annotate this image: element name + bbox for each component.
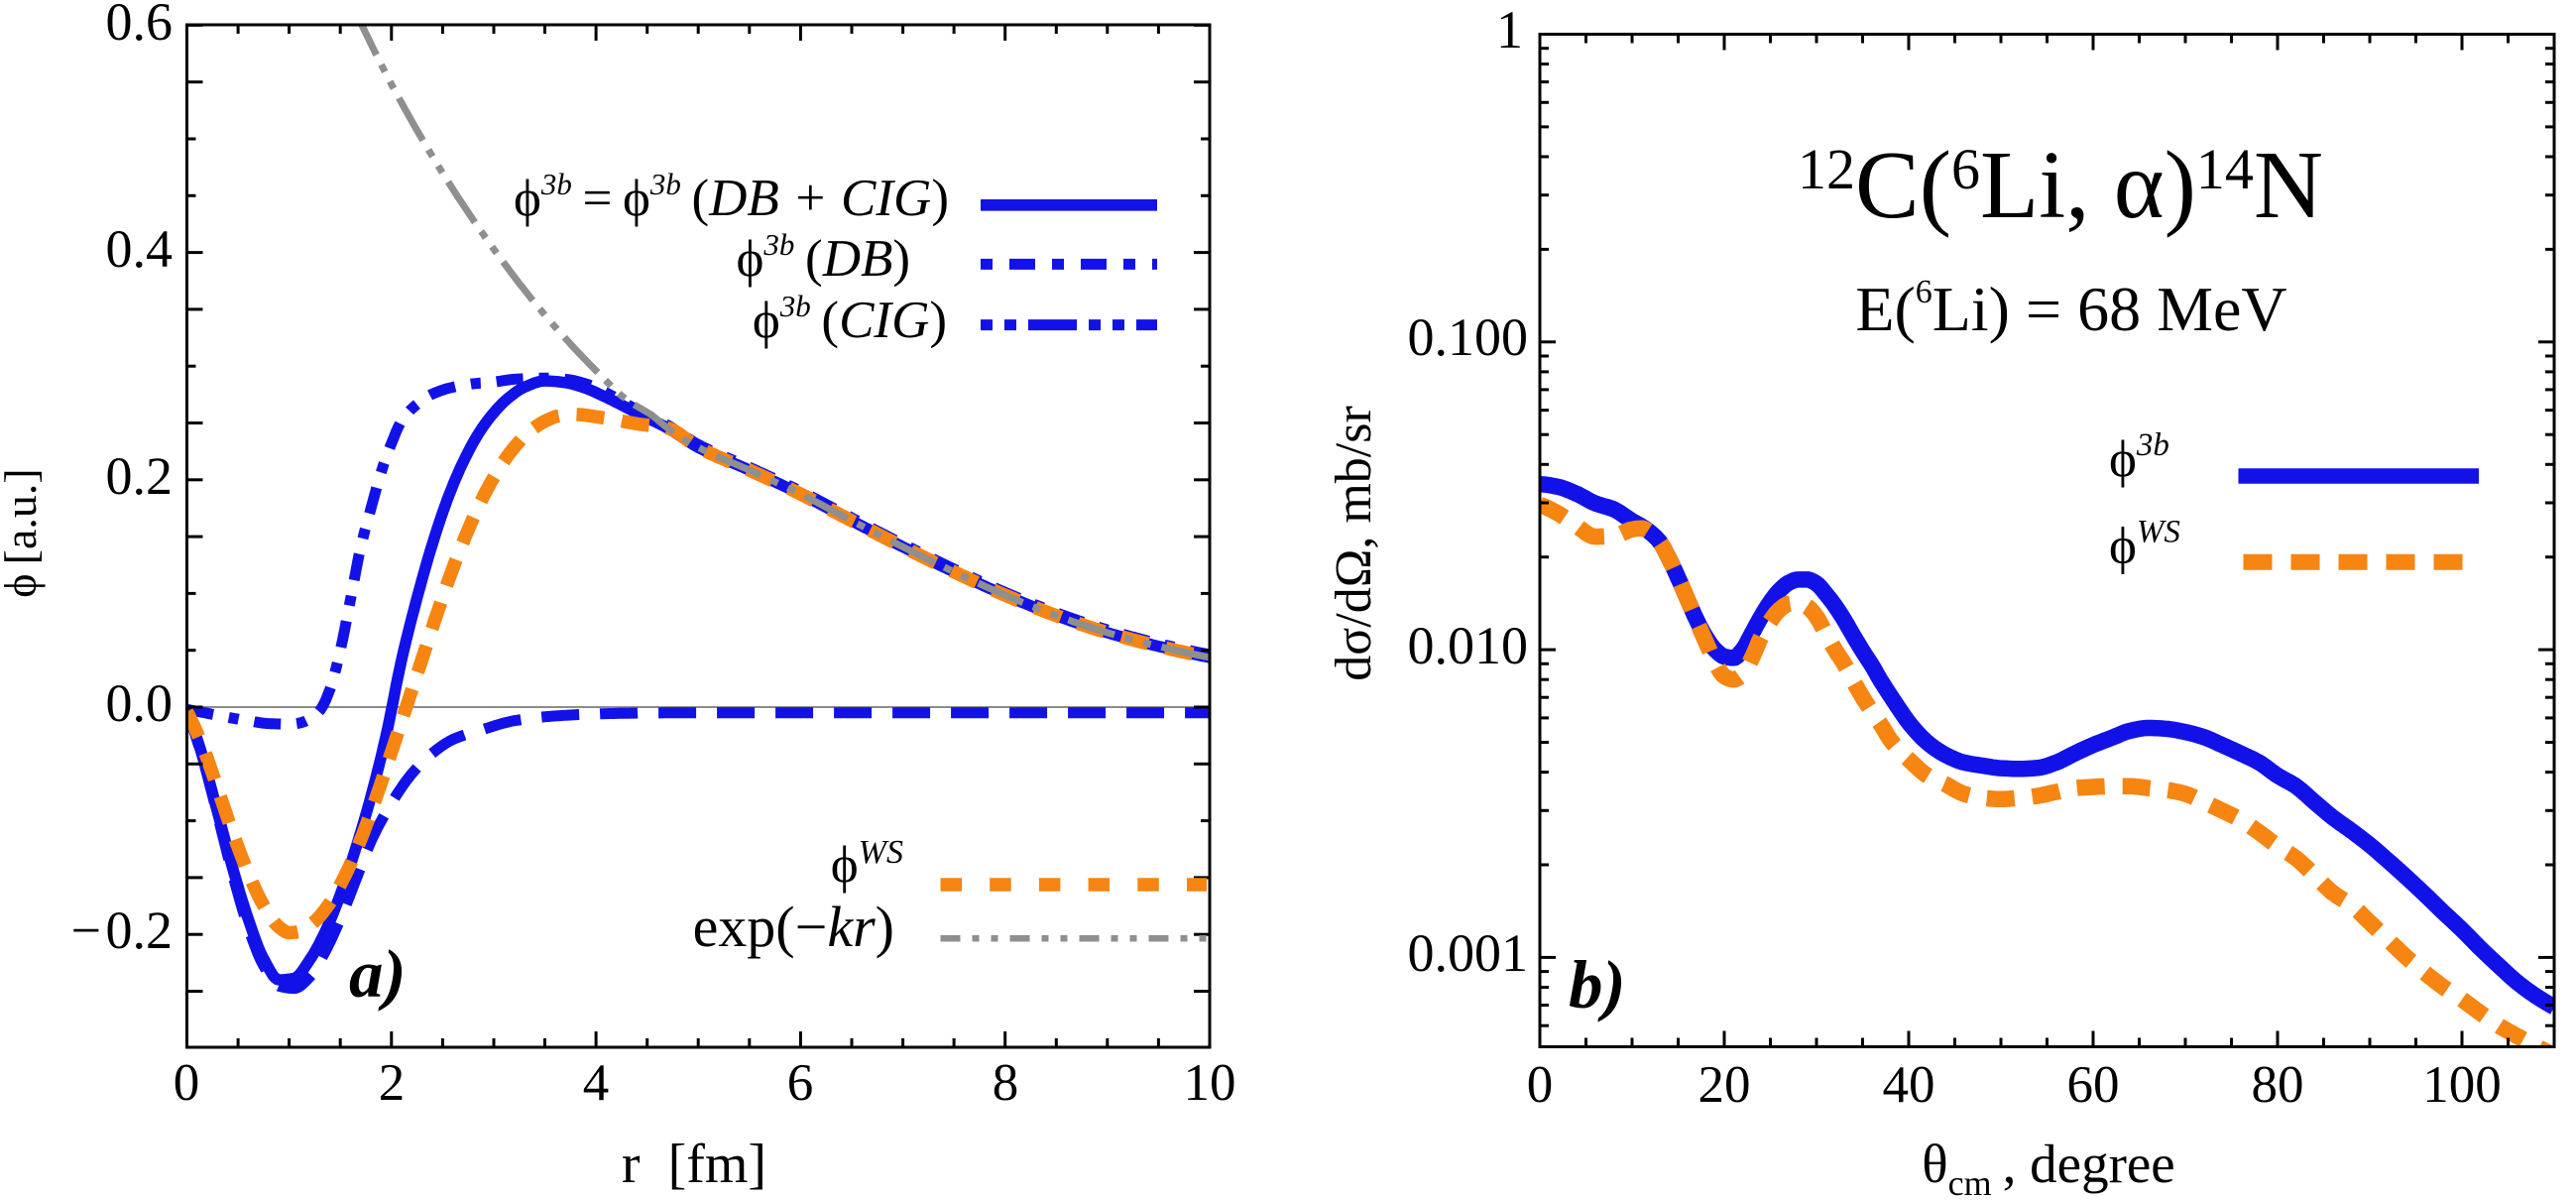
svg-text:8: 8: [993, 1054, 1019, 1112]
svg-text:4: 4: [583, 1054, 610, 1112]
svg-text:6: 6: [787, 1054, 814, 1112]
svg-text:0.100: 0.100: [1408, 307, 1529, 367]
svg-text:0: 0: [1527, 1056, 1554, 1114]
svg-text:ϕ3b = ϕ3b (DB + CIG): ϕ3b = ϕ3b (DB + CIG): [514, 167, 949, 227]
svg-text:60: 60: [2067, 1056, 2120, 1114]
svg-text:80: 80: [2252, 1056, 2304, 1114]
svg-text:exp(−kr): exp(−kr): [693, 895, 894, 959]
svg-text:10: 10: [1184, 1054, 1236, 1112]
svg-text:ϕWS: ϕWS: [831, 834, 903, 894]
svg-text:dσ/dΩ, mb/sr: dσ/dΩ, mb/sr: [1326, 406, 1382, 681]
svg-text:0.6: 0.6: [106, 0, 174, 52]
svg-text:− 0.2: − 0.2: [71, 900, 173, 960]
svg-text:0.001: 0.001: [1408, 923, 1529, 983]
svg-text:0.2: 0.2: [106, 446, 174, 506]
svg-text:a): a): [349, 936, 406, 1012]
svg-text:0: 0: [174, 1054, 200, 1112]
svg-text:12C(6Li, α)14N: 12C(6Li, α)14N: [1798, 132, 2323, 238]
svg-text:0.0: 0.0: [106, 673, 174, 733]
svg-text:20: 20: [1698, 1056, 1751, 1114]
svg-text:40: 40: [1883, 1056, 1935, 1114]
svg-text:ϕ3b (DB): ϕ3b (DB): [737, 227, 910, 288]
svg-text:r [fm]: r [fm]: [622, 1134, 766, 1195]
svg-text:b): b): [1569, 947, 1625, 1022]
svg-text:0.010: 0.010: [1408, 616, 1529, 675]
svg-text:1: 1: [1496, 0, 1523, 60]
svg-text:2: 2: [379, 1054, 406, 1112]
svg-text:0.4: 0.4: [106, 219, 174, 279]
svg-text:ϕ [a.u.]: ϕ [a.u.]: [0, 468, 46, 597]
svg-text:100: 100: [2422, 1056, 2502, 1114]
